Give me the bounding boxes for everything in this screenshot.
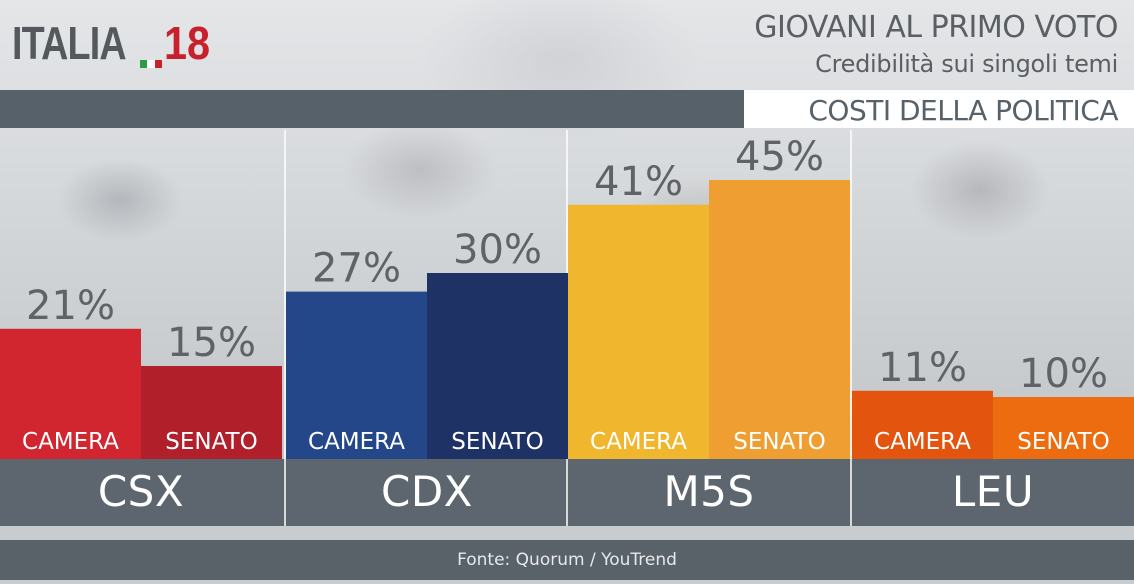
bar-label-leu-senato: SENATO [1017,429,1109,455]
logo-text: ITALIA [12,17,127,69]
bar-label-leu-camera: CAMERA [874,429,971,455]
party-separator [566,459,568,526]
footer-bar [0,540,1134,580]
value-label-csx-camera: 21% [26,283,115,329]
topic-box [744,90,1134,128]
party-label-leu: LEU [951,467,1035,516]
bar-label-csx-camera: CAMERA [22,429,119,455]
bar-label-m5s-camera: CAMERA [590,429,687,455]
bar-label-m5s-senato: SENATO [733,429,825,455]
bar-cdx-camera [286,291,427,459]
party-label-m5s: M5S [663,467,755,516]
chart-subtitle: Credibilità sui singoli temi [815,50,1118,78]
value-label-m5s-camera: 41% [594,159,683,205]
value-label-leu-camera: 11% [878,345,967,391]
column-divider [850,130,852,526]
party-separator [850,459,852,526]
bar-csx-camera [0,328,141,459]
bar-label-csx-senato: SENATO [165,429,257,455]
source-label: Fonte: Quorum / YouTrend [457,550,677,570]
column-divider [284,130,286,526]
party-label-csx: CSX [97,467,185,516]
bar-leu-senato [993,397,1134,459]
chart-title: GIOVANI AL PRIMO VOTO [754,10,1118,45]
italian-flag-icon [140,60,162,68]
party-separator [284,459,286,526]
bar-m5s-senato [709,180,850,459]
party-label-cdx: CDX [381,467,473,516]
bar-leu-camera [852,390,993,459]
topic-label: COSTI DELLA POLITICA [808,94,1118,127]
bar-cdx-senato [427,273,568,459]
value-label-csx-senato: 15% [167,320,256,366]
value-label-cdx-camera: 27% [312,246,401,292]
value-label-m5s-senato: 45% [735,134,824,180]
bar-label-cdx-senato: SENATO [451,429,543,455]
bar-label-cdx-camera: CAMERA [308,429,405,455]
logo-number: 18 [164,17,211,69]
bar-m5s-camera [568,204,709,459]
bar-csx-senato [141,366,282,459]
value-label-cdx-senato: 30% [453,227,542,273]
value-label-leu-senato: 10% [1019,351,1108,397]
